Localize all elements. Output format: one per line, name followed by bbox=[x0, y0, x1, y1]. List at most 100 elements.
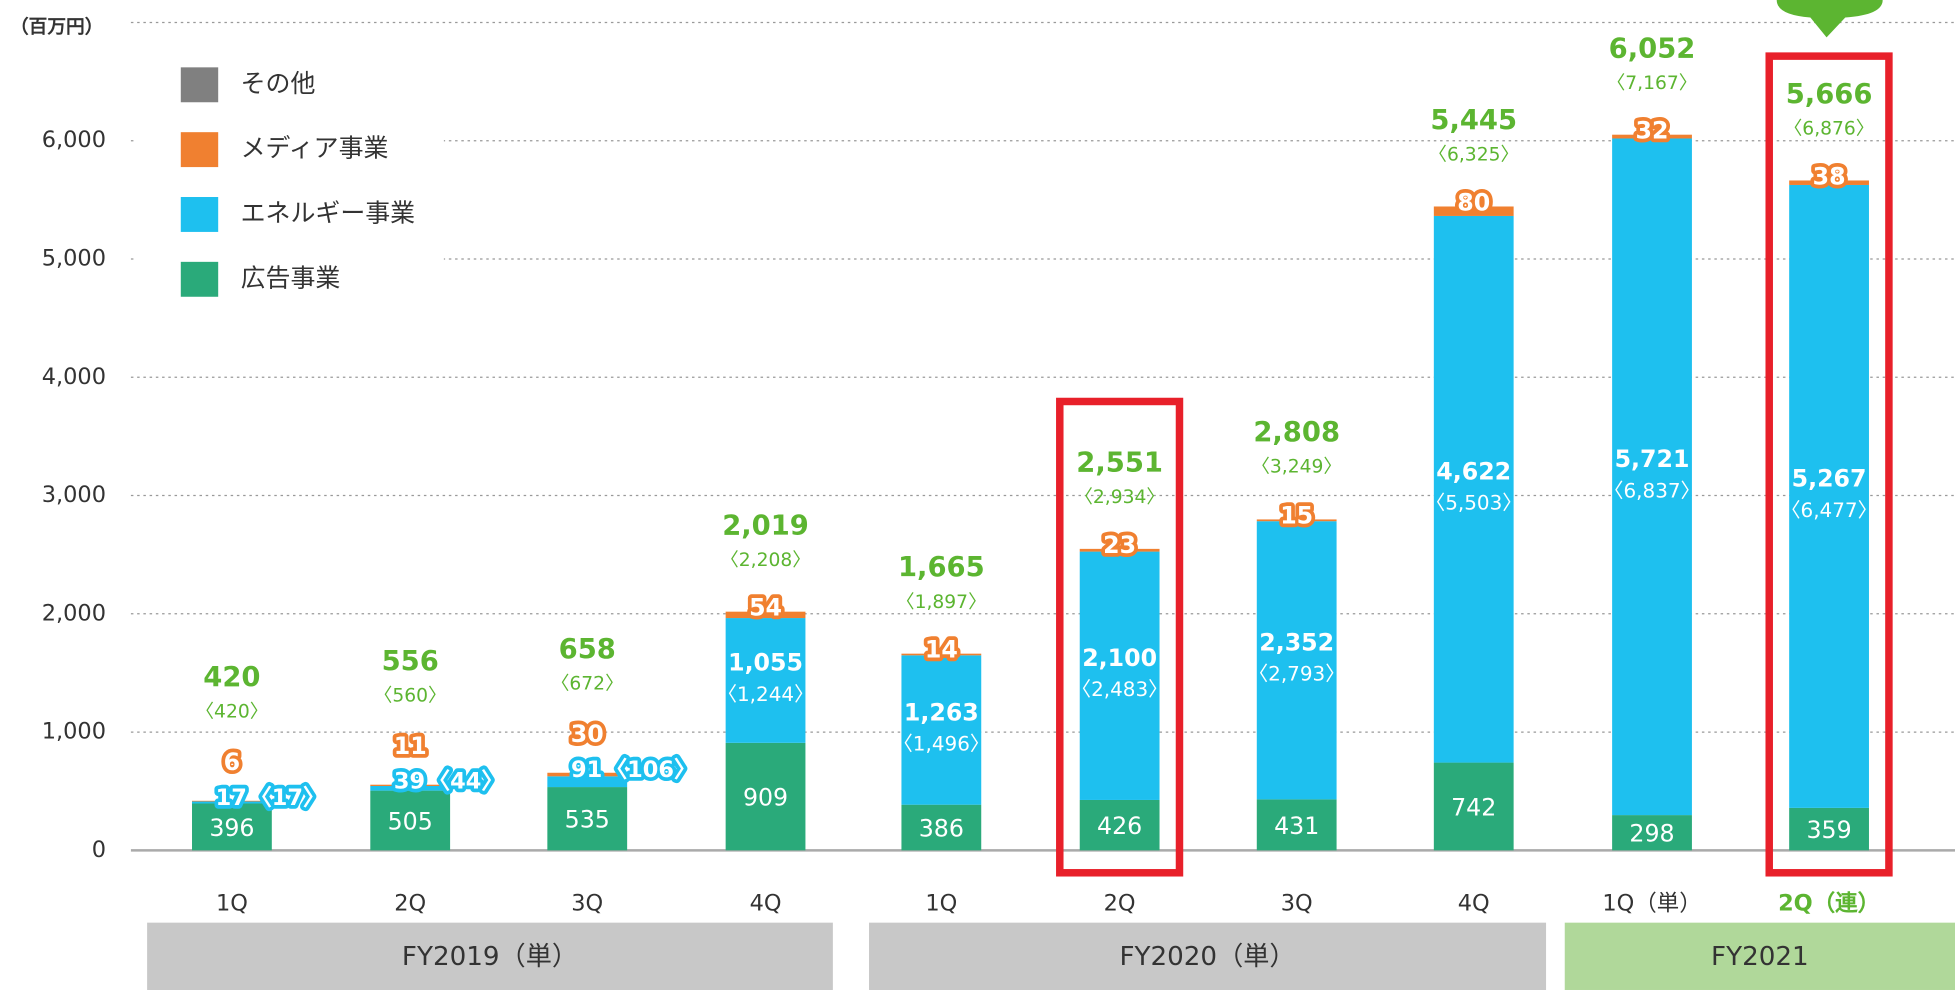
energy-secondary-label: 〈17〉 bbox=[249, 785, 325, 811]
y-tick-label: 5,000 bbox=[42, 245, 106, 271]
bar-segment bbox=[1256, 799, 1337, 851]
total-secondary-label: 〈7,167〉 bbox=[1607, 73, 1698, 94]
legend-label: メディア事業 bbox=[241, 134, 389, 163]
bar-segment bbox=[1256, 519, 1337, 522]
legend-label: その他 bbox=[241, 69, 316, 98]
legend-swatch bbox=[180, 197, 219, 232]
y-tick-label: 4,000 bbox=[42, 364, 106, 390]
energy-label: 2,352 bbox=[1259, 629, 1334, 657]
energy-secondary-label: 〈1,244〉 bbox=[717, 682, 814, 706]
group-label: FY2019（単） bbox=[402, 942, 578, 972]
legend-swatch bbox=[180, 261, 219, 297]
bar-segment bbox=[547, 787, 628, 851]
x-tick-label: 4Q bbox=[750, 890, 782, 916]
energy-label: 4,622 bbox=[1436, 458, 1511, 486]
bar-segment bbox=[901, 653, 982, 656]
total-label: 556 bbox=[382, 646, 439, 677]
bar-segment bbox=[1612, 138, 1692, 816]
energy-secondary-label: 〈44〉 bbox=[428, 769, 504, 795]
total-label: 5,445 bbox=[1430, 105, 1517, 136]
ad-label: 909 bbox=[743, 784, 788, 812]
ad-label: 426 bbox=[1097, 812, 1142, 840]
bar-segment bbox=[725, 618, 806, 743]
x-tick-label: 3Q bbox=[571, 890, 603, 916]
group-label: FY2020（単） bbox=[1119, 942, 1295, 972]
total-label: 6,052 bbox=[1609, 33, 1696, 64]
x-tick-label: 1Q bbox=[216, 890, 248, 916]
x-tick-label: 2Q bbox=[1104, 890, 1136, 916]
group-label: FY2021 bbox=[1711, 942, 1809, 972]
legend-label: 広告事業 bbox=[241, 263, 341, 292]
bar-segment bbox=[547, 776, 628, 788]
y-tick-label: 0 bbox=[92, 837, 106, 863]
highlight-frame bbox=[1056, 397, 1184, 877]
bar-segment bbox=[1789, 180, 1869, 185]
media-label: 32 bbox=[1636, 117, 1669, 145]
bar-segment bbox=[1612, 134, 1692, 139]
ad-label: 535 bbox=[565, 806, 610, 834]
bar-segment bbox=[547, 772, 628, 777]
energy-secondary-label: 〈5,503〉 bbox=[1425, 491, 1522, 515]
bar-segment bbox=[1433, 206, 1514, 216]
total-label: 420 bbox=[203, 662, 260, 693]
legend-swatch bbox=[180, 132, 219, 168]
x-tick-label: 1Q（単） bbox=[1602, 890, 1701, 916]
total-secondary-label: 〈560〉 bbox=[374, 686, 447, 707]
group-band bbox=[1564, 922, 1955, 990]
bar-segment bbox=[1612, 815, 1692, 851]
media-label: 6 bbox=[224, 748, 240, 776]
ad-label: 431 bbox=[1274, 812, 1319, 840]
bar-segment bbox=[725, 742, 806, 851]
energy-secondary-label: 〈6,837〉 bbox=[1604, 478, 1701, 502]
energy-label: 5,721 bbox=[1615, 445, 1690, 473]
bar-segment bbox=[1789, 184, 1869, 808]
energy-secondary-label: 〈106〉 bbox=[605, 757, 697, 783]
ad-label: 742 bbox=[1451, 793, 1496, 821]
bar-segment bbox=[1433, 762, 1514, 851]
energy-label: 1,263 bbox=[904, 698, 979, 726]
bar-segment bbox=[901, 655, 982, 805]
legend-label: エネルギー事業 bbox=[241, 198, 416, 227]
bar-segment bbox=[370, 786, 451, 791]
total-secondary-label: 〈3,249〉 bbox=[1251, 457, 1342, 478]
media-label: 54 bbox=[749, 594, 782, 622]
bar-segment bbox=[725, 611, 806, 619]
bar-segment bbox=[370, 784, 451, 787]
media-label: 23 bbox=[1103, 531, 1136, 559]
bar-segment bbox=[192, 800, 272, 802]
energy-label: 1,055 bbox=[728, 649, 803, 677]
ad-label: 298 bbox=[1629, 820, 1674, 848]
energy-label: 2,100 bbox=[1082, 644, 1157, 672]
media-label: 14 bbox=[925, 636, 958, 664]
x-tick-label: 4Q bbox=[1458, 890, 1490, 916]
ad-label: 386 bbox=[919, 815, 964, 843]
y-tick-label: 1,000 bbox=[42, 719, 106, 745]
media-label: 38 bbox=[1813, 162, 1846, 190]
total-secondary-label: 〈1,897〉 bbox=[896, 592, 987, 613]
total-label: 2,808 bbox=[1253, 417, 1340, 448]
total-label: 1,665 bbox=[898, 552, 985, 583]
energy-secondary-label: 〈6,477〉 bbox=[1781, 498, 1878, 522]
y-unit: （百万円） bbox=[10, 16, 103, 38]
bar-segment bbox=[901, 804, 982, 851]
bar-segment bbox=[192, 801, 272, 804]
total-label: 2,551 bbox=[1076, 447, 1163, 478]
total-secondary-label: 〈6,876〉 bbox=[1784, 119, 1875, 140]
ad-label: 396 bbox=[209, 814, 254, 842]
total-secondary-label: 〈2,208〉 bbox=[720, 550, 811, 571]
media-label: 80 bbox=[1457, 188, 1490, 216]
total-secondary-label: 〈420〉 bbox=[195, 702, 268, 723]
y-tick-label: 6,000 bbox=[42, 127, 106, 153]
total-label: 2,019 bbox=[722, 510, 809, 541]
bar-segment bbox=[1079, 799, 1160, 851]
highlight-frame bbox=[1765, 52, 1893, 877]
total-secondary-label: 〈672〉 bbox=[551, 673, 624, 694]
bar-segment bbox=[1789, 807, 1869, 851]
bar-segment bbox=[192, 803, 272, 851]
ad-label: 505 bbox=[388, 807, 433, 835]
bar-segment bbox=[1433, 215, 1514, 763]
energy-secondary-label: 〈2,483〉 bbox=[1071, 677, 1168, 701]
total-secondary-label: 〈2,934〉 bbox=[1074, 487, 1165, 508]
energy-secondary-label: 〈2,793〉 bbox=[1248, 662, 1345, 686]
